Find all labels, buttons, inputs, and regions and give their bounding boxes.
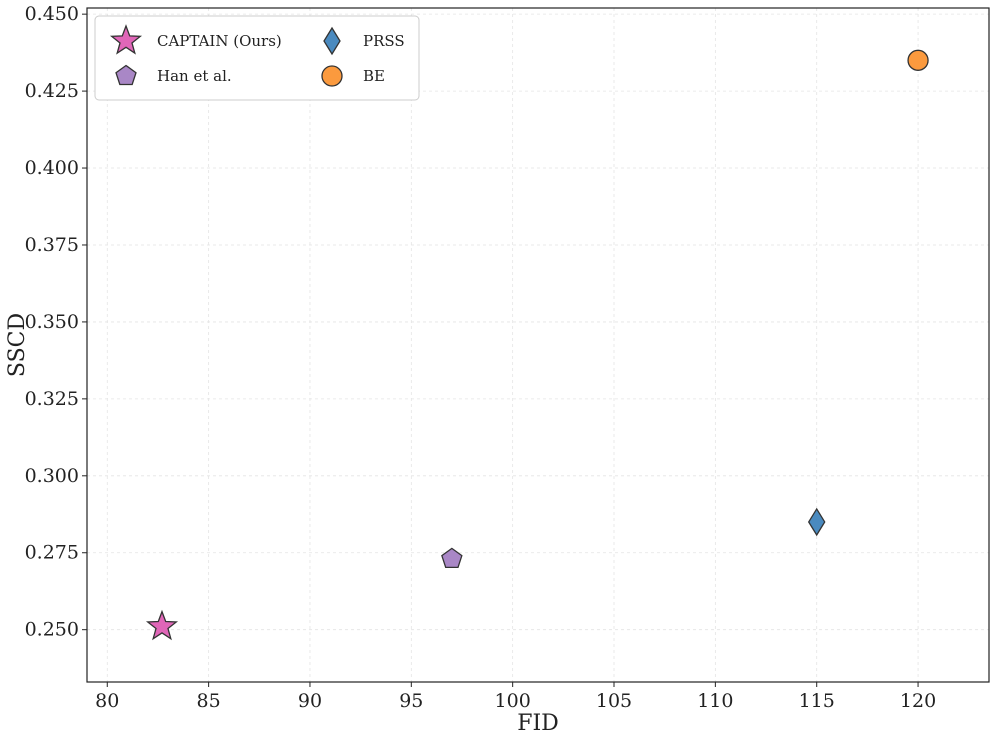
y-tick-label: 0.425 <box>25 80 79 102</box>
x-axis-ticks: 80 85 90 95 100 105 110 115 120 <box>95 682 936 712</box>
legend-label: CAPTAIN (Ours) <box>157 32 282 50</box>
data-points <box>145 49 929 641</box>
y-tick-label: 0.375 <box>25 234 79 256</box>
x-tick-label: 90 <box>298 690 322 712</box>
y-tick-label: 0.450 <box>25 3 79 25</box>
data-point-star <box>145 609 179 641</box>
y-tick-label: 0.275 <box>25 542 79 564</box>
x-tick-label: 80 <box>95 690 119 712</box>
y-tick-label: 0.250 <box>25 619 79 641</box>
x-tick-label: 100 <box>495 690 531 712</box>
legend-marker-star <box>109 24 143 55</box>
plot-frame <box>86 7 990 683</box>
y-tick-label: 0.400 <box>25 157 79 179</box>
legend-label: Han et al. <box>157 67 232 85</box>
y-tick-label: 0.325 <box>25 388 79 410</box>
y-axis-label: SSCD <box>5 313 30 377</box>
x-tick-label: 115 <box>799 690 835 712</box>
x-axis-label: FID <box>517 711 559 736</box>
data-point-diamond <box>807 507 826 537</box>
legend-label: BE <box>363 67 385 85</box>
grid-lines <box>87 8 989 682</box>
legend-marker-pentagon <box>115 64 137 86</box>
x-tick-label: 120 <box>900 690 936 712</box>
x-tick-label: 105 <box>596 690 632 712</box>
x-tick-label: 85 <box>197 690 221 712</box>
legend: CAPTAIN (Ours) Han et al. PRSS BE <box>94 15 420 101</box>
y-tick-label: 0.300 <box>25 465 79 487</box>
data-point-pentagon <box>441 547 463 569</box>
legend-frame <box>94 15 420 101</box>
x-tick-label: 95 <box>399 690 423 712</box>
y-axis-ticks: 0.250 0.275 0.300 0.325 0.350 0.375 0.400 0.425… <box>25 3 87 641</box>
data-point-circle <box>907 49 929 71</box>
legend-marker-diamond <box>323 26 341 56</box>
legend-marker-circle <box>321 65 343 87</box>
legend-label: PRSS <box>363 32 405 50</box>
y-tick-label: 0.350 <box>25 311 79 333</box>
x-tick-label: 110 <box>697 690 733 712</box>
